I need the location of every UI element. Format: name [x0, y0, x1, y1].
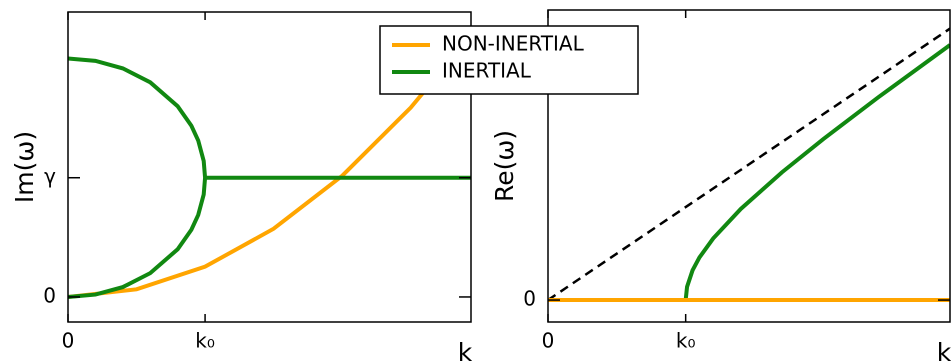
plot-frame	[67, 11, 472, 323]
x-tick-label: 0	[542, 329, 555, 353]
plot-frame	[547, 9, 951, 323]
x-tick-label: 0	[62, 329, 75, 353]
x-axis-label: k	[937, 338, 951, 364]
series-line	[548, 27, 950, 302]
x-tick-label: k₀	[195, 329, 215, 353]
legend: NON-INERTIAL INERTIAL	[379, 25, 639, 95]
series-line	[68, 33, 471, 299]
legend-box	[379, 25, 639, 95]
series-line	[68, 56, 471, 299]
panel: 0 k₀ 0 γ k Im(ω)	[10, 11, 473, 364]
y-axis-label: Im(ω)	[10, 131, 39, 203]
y-axis-label: Re(ω)	[490, 130, 519, 202]
y-tick-label: γ	[44, 164, 56, 188]
x-axis-label: k	[458, 338, 473, 364]
legend-label: INERTIAL	[442, 59, 532, 83]
y-tick-label: 0	[523, 287, 536, 311]
legend-label: NON-INERTIAL	[442, 32, 585, 56]
x-tick-label: k₀	[676, 329, 696, 353]
series-line	[683, 43, 950, 301]
panel: 0 k₀ 0 k Re(ω)	[490, 9, 951, 364]
y-tick-label: 0	[43, 283, 56, 307]
